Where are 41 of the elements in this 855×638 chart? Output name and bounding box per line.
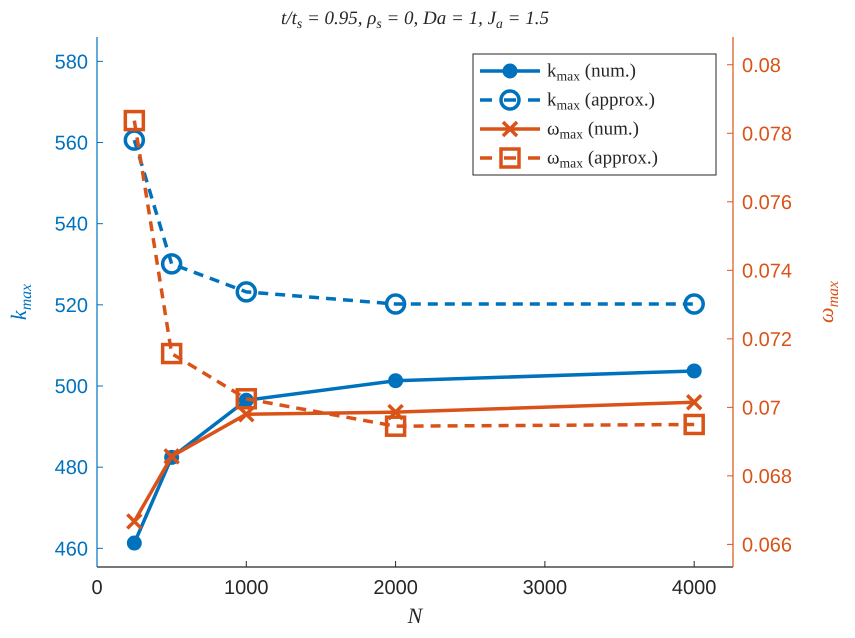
y2-tick-label: 0.074 (742, 260, 792, 282)
y-tick-label: 540 (54, 214, 88, 236)
legend-label: ω$_{max}$ (num.) (547, 118, 639, 142)
legend-label: ω$_{max}$ (approx.) (547, 148, 658, 171)
point (236, 388, 258, 410)
y2-tick-label: 0.068 (742, 466, 792, 488)
legend-label: k$_{max}$ (num.) (547, 60, 636, 84)
point (685, 393, 703, 411)
y2-tick-label: 0.072 (742, 328, 792, 351)
y2-tick-label: 0.066 (742, 534, 792, 556)
point (388, 373, 404, 388)
x-tick-label: 2000 (373, 577, 418, 599)
point (236, 281, 258, 303)
point (384, 293, 406, 315)
point (124, 110, 146, 132)
x-axis-title: N (406, 603, 424, 628)
point (160, 342, 182, 364)
y2-tick-label: 0.07 (742, 397, 781, 420)
y-tick-label: 520 (54, 294, 88, 317)
x-tick-label: 0 (91, 577, 103, 599)
y-tick-label: 500 (54, 376, 88, 398)
point (683, 293, 705, 315)
point (126, 536, 142, 551)
x-tick-label: 3000 (522, 577, 568, 599)
y2-tick-label: 0.076 (742, 192, 792, 214)
point (160, 253, 182, 275)
legend-label: k$_{max}$ (approx.) (547, 90, 655, 113)
y-tick-label: 580 (54, 51, 88, 74)
y-tick-label: 560 (54, 132, 88, 155)
point (126, 512, 144, 530)
point (384, 415, 406, 437)
y2-tick-label: 0.08 (742, 54, 781, 77)
x-tick-label: 4000 (672, 577, 716, 599)
y-tick-label: 480 (54, 457, 88, 480)
y2-tick-label: 0.078 (742, 123, 792, 146)
chart-title: t/t$_{s}$ = 0.95, ρ$_{s}$ = 0, Da = 1, J$_{a}$ = 1.5 (281, 8, 549, 32)
point (686, 363, 702, 378)
y-tick-label: 460 (54, 538, 88, 560)
x-tick-label: 1000 (224, 577, 269, 599)
point (386, 403, 404, 421)
point (683, 414, 705, 436)
